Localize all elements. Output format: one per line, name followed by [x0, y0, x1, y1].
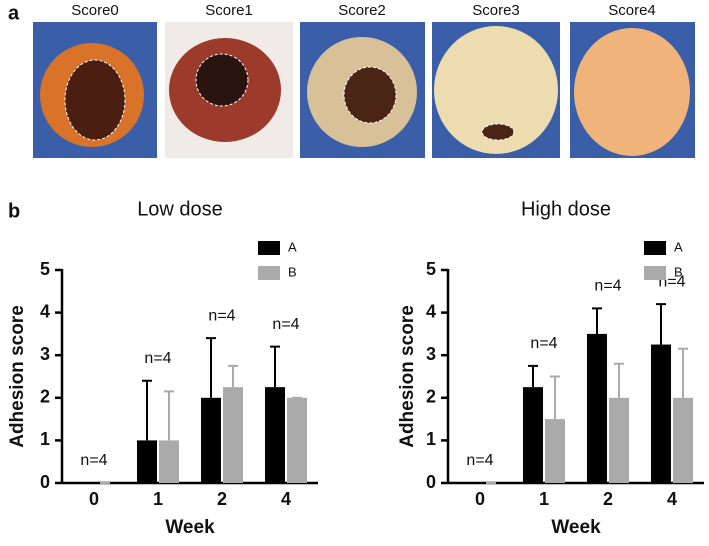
error-bar: [550, 375, 560, 420]
legend-label: B: [674, 264, 683, 279]
photo-object: [434, 26, 558, 154]
photo-object: [481, 123, 515, 141]
legend-swatch: [644, 241, 666, 255]
error-bar: [228, 364, 238, 388]
y-tick-label: 2: [40, 387, 50, 407]
error-bar: [678, 347, 688, 398]
x-tick-label: 1: [153, 489, 163, 509]
photo-label: Score3: [472, 2, 520, 19]
x-tick-label: 4: [281, 489, 291, 509]
error-bar: [270, 345, 280, 388]
chart-title: Low dose: [137, 198, 223, 220]
photo-label: Score4: [608, 2, 656, 19]
y-tick-label: 2: [426, 387, 436, 407]
y-tick-label: 3: [40, 344, 50, 364]
y-tick-label: 0: [40, 472, 50, 492]
y-tick-label: 5: [426, 259, 436, 279]
y-tick-label: 4: [40, 301, 50, 321]
bar: [545, 419, 565, 483]
y-axis-label: Adhesion score: [397, 305, 418, 448]
x-tick-label: 0: [89, 489, 99, 509]
y-tick-label: 1: [426, 429, 436, 449]
y-tick-label: 4: [426, 301, 436, 321]
x-tick-label: 4: [667, 489, 677, 509]
photos: [33, 22, 695, 158]
y-axis-label: Adhesion score: [7, 305, 28, 448]
y-tick-label: 3: [426, 344, 436, 364]
panel-label: a: [8, 2, 20, 24]
annotation: n=4: [594, 278, 621, 295]
y-tick-label: 0: [426, 472, 436, 492]
annotation: n=4: [80, 452, 107, 469]
photo-label: Score0: [71, 2, 119, 19]
photo-object: [195, 53, 249, 107]
x-tick-label: 1: [539, 489, 549, 509]
x-axis-label: Week: [551, 517, 601, 538]
bar: [159, 440, 179, 483]
error-bar: [528, 364, 538, 388]
bar: [287, 397, 307, 483]
photo-object: [574, 28, 690, 156]
bar: [651, 344, 671, 483]
bar: [137, 440, 157, 483]
legend-swatch: [644, 266, 666, 280]
annotation: n=4: [466, 452, 493, 469]
y-tick-label: 1: [40, 429, 50, 449]
annotation: n=4: [208, 307, 235, 324]
bar: [587, 333, 607, 483]
error-bar: [164, 390, 174, 441]
panel-label: b: [8, 200, 20, 222]
chart-title: High dose: [521, 198, 611, 220]
photo-object: [64, 59, 126, 141]
bar: [201, 397, 221, 483]
photo-label: Score1: [205, 2, 253, 19]
annotation: n=4: [530, 335, 557, 352]
legend-swatch: [258, 266, 280, 280]
legend-swatch: [258, 241, 280, 255]
photo-object: [343, 66, 397, 124]
error-bar: [206, 337, 216, 398]
photo-label: Score2: [338, 2, 386, 19]
x-axis-label: Week: [165, 517, 215, 538]
y-tick-label: 5: [40, 259, 50, 279]
error-bar: [656, 303, 666, 345]
legend-label: A: [288, 239, 297, 254]
annotation: n=4: [272, 316, 299, 333]
error-bar: [142, 379, 152, 441]
bar: [523, 387, 543, 483]
error-bar: [592, 307, 602, 334]
bar: [609, 397, 629, 483]
bar: [223, 387, 243, 483]
annotation: n=4: [144, 350, 171, 367]
legend-label: A: [674, 239, 683, 254]
error-bar: [614, 362, 624, 398]
x-tick-label: 0: [475, 489, 485, 509]
x-tick-label: 2: [603, 489, 613, 509]
bar: [265, 387, 285, 483]
x-tick-label: 2: [217, 489, 227, 509]
legend-label: B: [288, 264, 297, 279]
bar: [673, 397, 693, 483]
